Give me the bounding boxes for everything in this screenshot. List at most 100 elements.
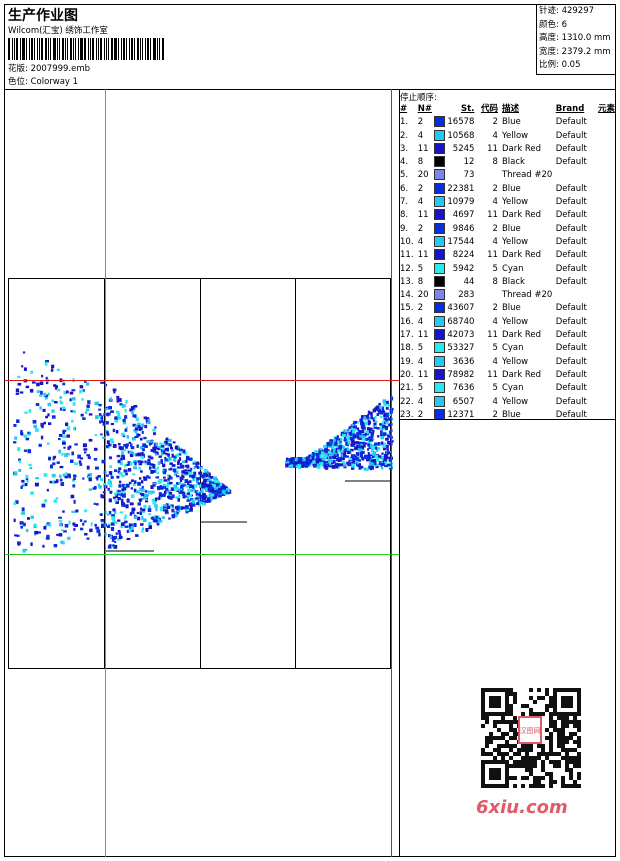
- qr-module: [513, 736, 517, 740]
- stitch-dot: [35, 428, 39, 432]
- stitch-dot: [181, 476, 184, 481]
- barcode-bar: [114, 38, 117, 60]
- row-description: Blue: [501, 409, 521, 420]
- qr-module: [497, 736, 501, 740]
- stitch-dot: [99, 420, 102, 424]
- stitch-dot: [380, 462, 383, 467]
- stitch-dot: [124, 525, 129, 528]
- stitch-dot: [51, 415, 56, 419]
- table-row[interactable]: 1. 2 16578 2 Blue Default: [400, 116, 615, 129]
- stitch-dot: [346, 455, 349, 458]
- stitch-dot: [138, 463, 143, 466]
- stitch-dot: [23, 522, 26, 527]
- table-row[interactable]: 12. 5 5942 5 Cyan Default: [400, 262, 615, 276]
- table-row[interactable]: 14. 20 283 Thread #20: [400, 289, 615, 302]
- stitch-dot: [328, 443, 332, 447]
- stitch-dot: [52, 480, 55, 484]
- qr-module: [561, 740, 565, 744]
- table-row[interactable]: 23. 2 12371 2 Blue Default: [400, 408, 615, 422]
- barcode-bar: [131, 38, 133, 60]
- stitch-dot: [227, 489, 230, 493]
- table-row[interactable]: 17. 11 42073 11 Dark Red Default: [400, 329, 615, 342]
- stitch-dot: [202, 497, 206, 500]
- stitch-dot: [97, 483, 100, 486]
- stitch-dot: [358, 437, 362, 441]
- stitch-dot: [377, 442, 381, 446]
- qr-module: [577, 724, 581, 728]
- row-element: [591, 236, 615, 249]
- stitch-dot: [30, 491, 34, 495]
- stitch-dot: [372, 451, 377, 455]
- table-row[interactable]: 16. 4 68740 4 Yellow Default: [400, 315, 615, 329]
- qr-module: [549, 784, 553, 788]
- stitch-dot: [324, 450, 327, 453]
- qr-module: [557, 752, 561, 756]
- stitch-dot: [337, 459, 341, 462]
- table-row[interactable]: 2. 4 10568 4 Yellow Default: [400, 129, 615, 143]
- stitch-dot: [192, 462, 196, 465]
- row-code: 11: [487, 250, 498, 261]
- stitch-dot: [115, 500, 119, 504]
- table-row[interactable]: 4. 8 12 8 Black Default: [400, 156, 615, 169]
- row-brand: Default: [555, 356, 587, 367]
- stitch-dot: [325, 450, 329, 453]
- table-row[interactable]: 11. 11 8224 11 Dark Red Default: [400, 249, 615, 262]
- stitch-dot: [15, 388, 20, 393]
- stitch-dot: [319, 448, 322, 451]
- qr-module: [533, 776, 537, 780]
- table-row[interactable]: 15. 2 43607 2 Blue Default: [400, 302, 615, 315]
- row-element: [591, 276, 615, 289]
- stitch-dot: [186, 494, 190, 497]
- stitch-dot: [158, 496, 161, 501]
- stitch-dot: [360, 421, 363, 426]
- stitch-dot: [87, 456, 91, 460]
- stitch-dot: [382, 399, 387, 404]
- stitch-dot: [148, 442, 152, 446]
- table-row[interactable]: 21. 5 7636 5 Cyan Default: [400, 382, 615, 395]
- table-row[interactable]: 22. 4 6507 4 Yellow Default: [400, 395, 615, 409]
- barcode-bar: [150, 38, 151, 60]
- row-swatch: [433, 235, 448, 249]
- row-element: [591, 396, 615, 409]
- row-code: 5: [492, 343, 498, 354]
- table-row[interactable]: 3. 11 5245 11 Dark Red Default: [400, 142, 615, 156]
- stitch-dot: [359, 430, 363, 434]
- stitch-dot: [74, 462, 78, 466]
- table-row[interactable]: 6. 2 22381 2 Blue Default: [400, 182, 615, 196]
- table-row[interactable]: 13. 8 44 8 Black Default: [400, 275, 615, 289]
- stitch-dot: [157, 486, 161, 490]
- stitch-dot: [209, 480, 212, 485]
- qr-module: [541, 760, 545, 764]
- stitch-dot: [113, 535, 118, 539]
- stitch-dot: [119, 480, 122, 484]
- stitch-dot: [375, 448, 378, 452]
- row-needle: 4: [417, 316, 424, 327]
- table-row[interactable]: 5. 20 73 Thread #20: [400, 169, 615, 182]
- table-row[interactable]: 10. 4 17544 4 Yellow Default: [400, 235, 615, 249]
- stitch-dot: [53, 384, 57, 387]
- table-row[interactable]: 9. 2 9846 2 Blue Default: [400, 222, 615, 236]
- table-row[interactable]: 18. 5 53327 5 Cyan Default: [400, 342, 615, 355]
- qr-module: [533, 700, 537, 704]
- stitch-dot: [105, 445, 109, 448]
- qr-module: [525, 744, 529, 748]
- table-row[interactable]: 7. 4 10979 4 Yellow Default: [400, 196, 615, 209]
- row-description: Yellow: [501, 236, 529, 247]
- stitch-dot: [180, 464, 184, 469]
- row-code: 4: [492, 197, 498, 208]
- row-needle: 11: [417, 250, 429, 261]
- stitch-dot: [33, 424, 37, 429]
- stitch-dot: [196, 490, 200, 494]
- qr-module: [573, 748, 577, 752]
- stitch-dot: [205, 483, 210, 487]
- qr-module: [565, 784, 569, 788]
- stitch-dot: [34, 482, 39, 487]
- row-swatch: [433, 116, 448, 129]
- stitch-dot: [127, 468, 132, 472]
- stitch-dot: [118, 398, 122, 402]
- table-row[interactable]: 8. 11 4697 11 Dark Red Default: [400, 209, 615, 222]
- stitch-dot: [25, 385, 30, 389]
- table-row[interactable]: 20. 11 78982 11 Dark Red Default: [400, 368, 615, 382]
- color-swatch: [433, 142, 445, 154]
- table-row[interactable]: 19. 4 3636 4 Yellow Default: [400, 355, 615, 369]
